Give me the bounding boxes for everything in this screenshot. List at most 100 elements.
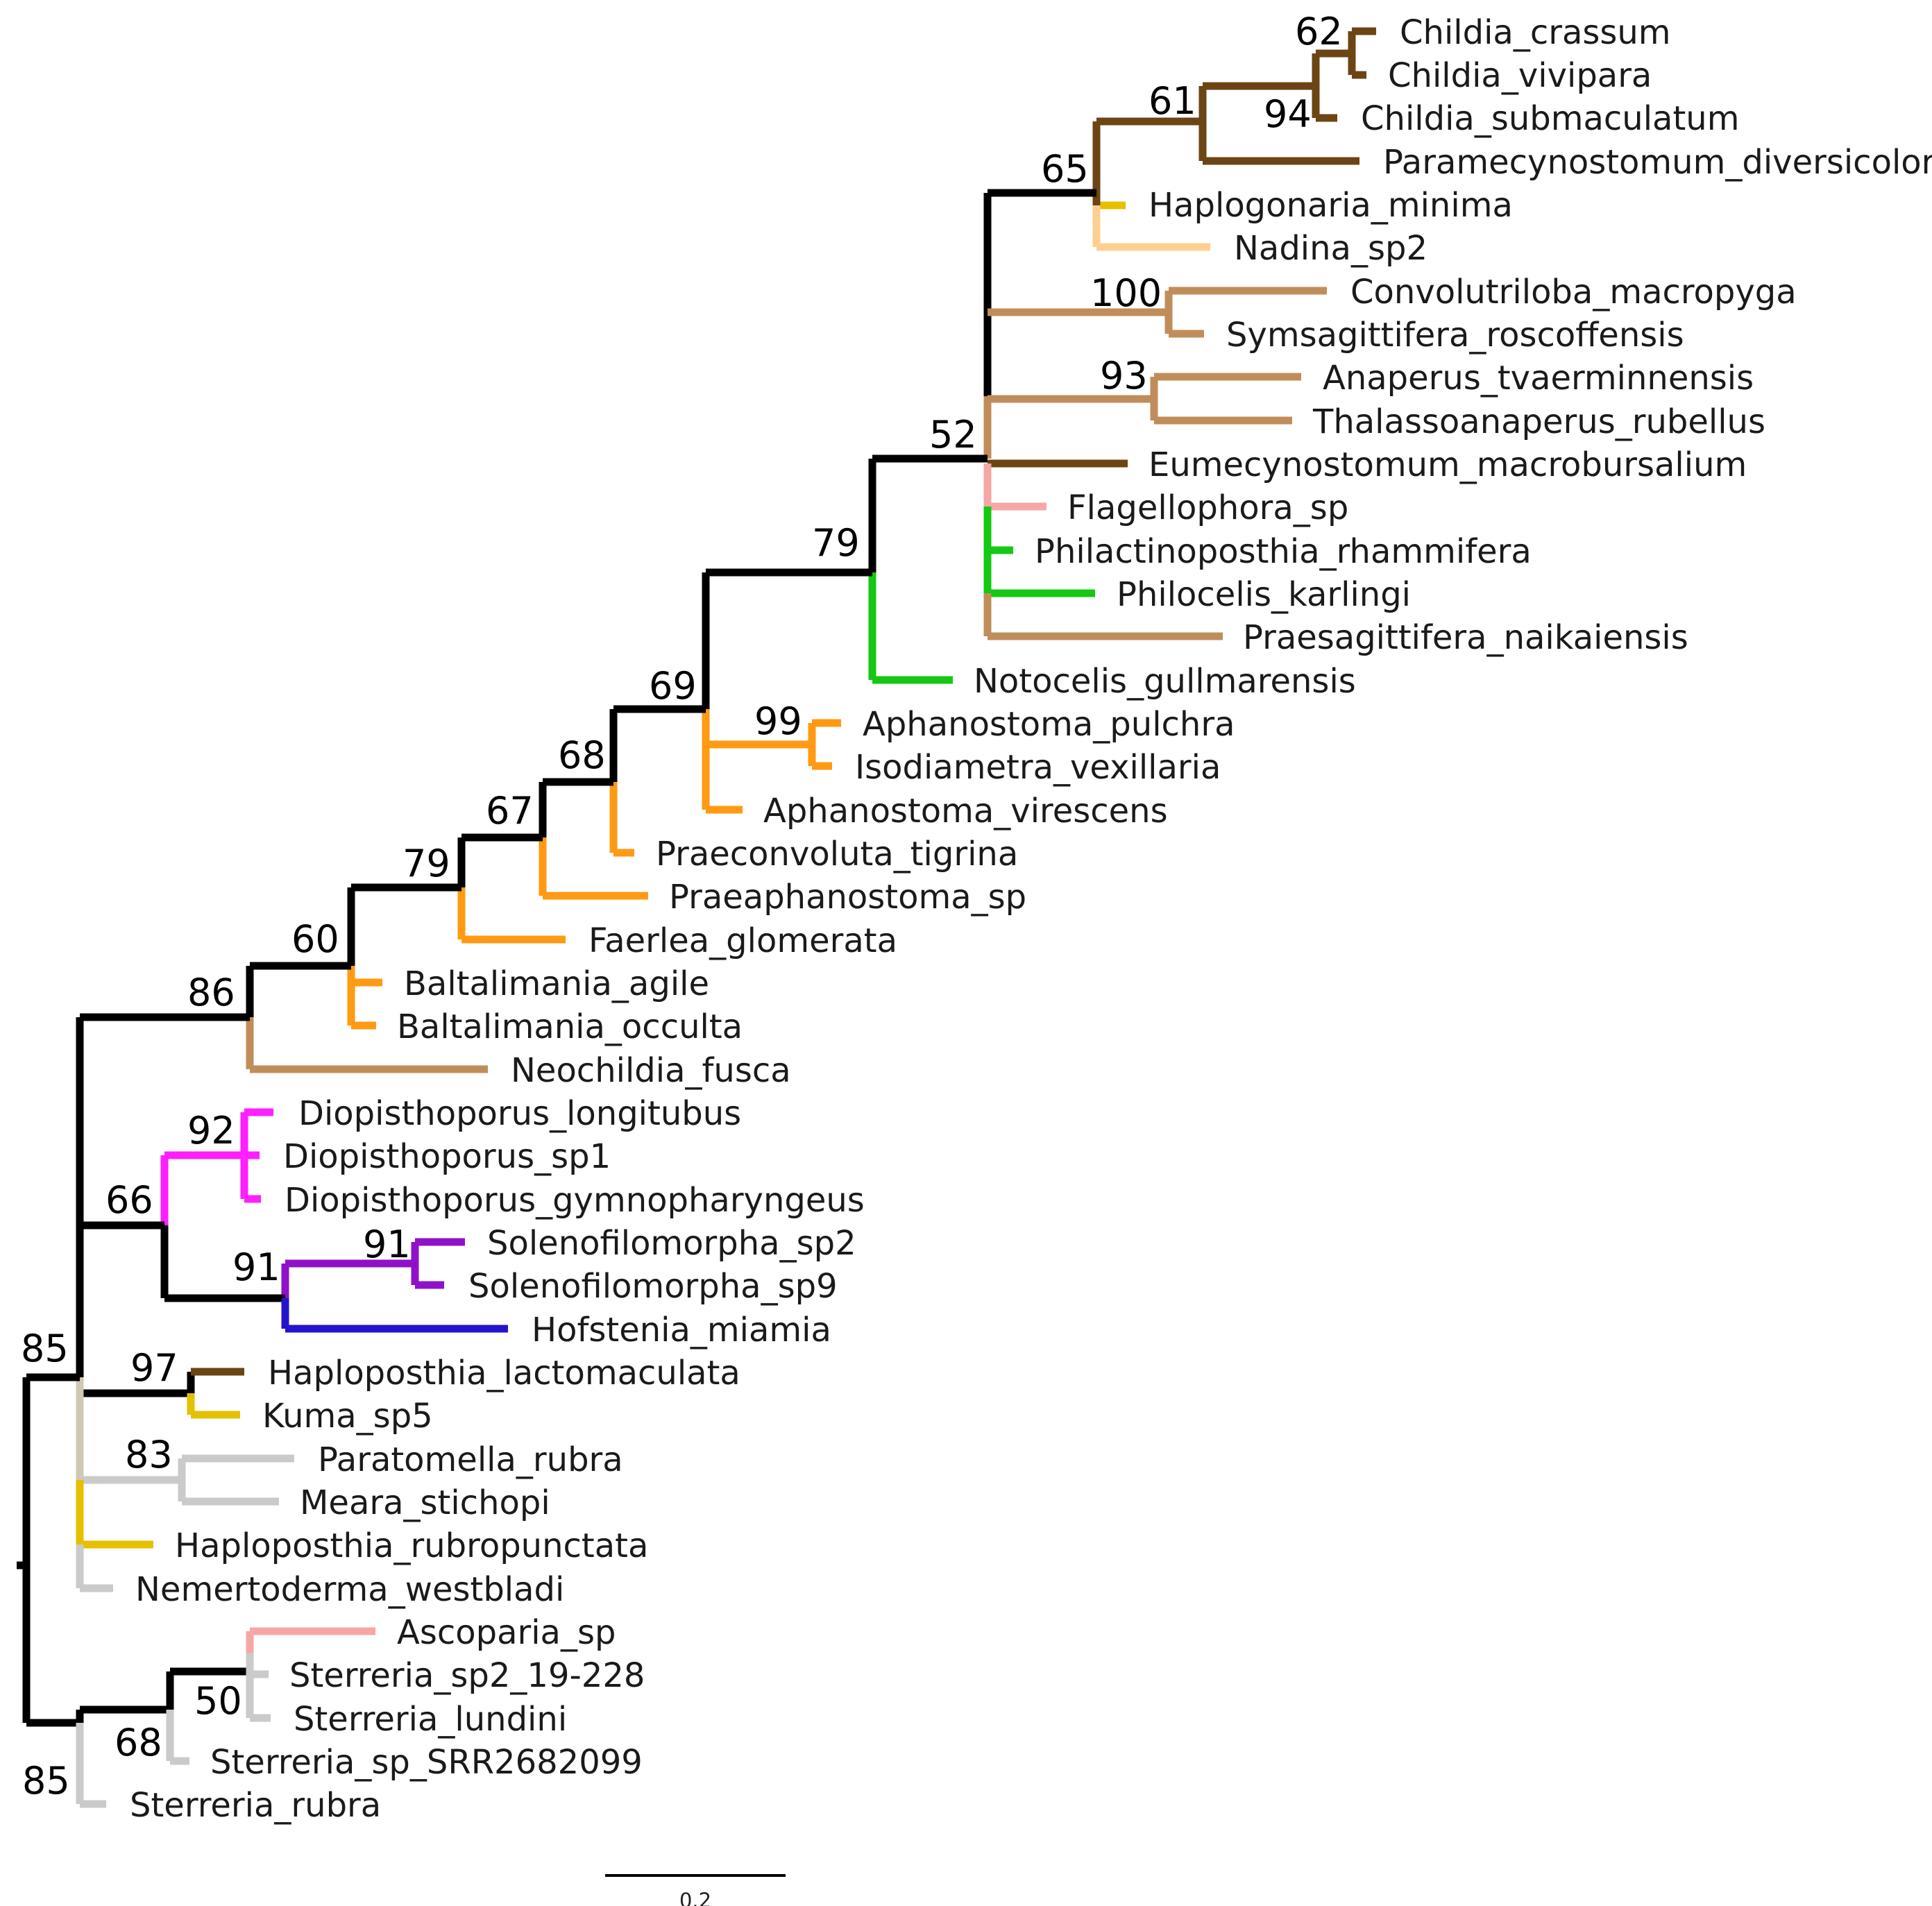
taxon-label: Haploposthia_lactomaculata: [268, 1354, 740, 1393]
clade-50-stem-branch: [170, 1653, 254, 1676]
support-value: 93: [1100, 354, 1148, 398]
taxon-label: Praeaphanostoma_sp: [669, 878, 1026, 917]
clade-67-stem-branch: [539, 778, 613, 837]
taxon-label: Neochildia_fusca: [511, 1051, 791, 1090]
clade-85-ingroup-stem-branch: [76, 1013, 250, 1225]
support-value: 79: [812, 521, 860, 565]
taxon-label: Isodiametra_vexillaria: [855, 748, 1221, 787]
branch-haploposthia-rubro-branch: [76, 1480, 153, 1549]
taxon-label: Diopisthoporus_sp1: [283, 1137, 611, 1176]
clade-solenofilomorpha-branch: [285, 1238, 465, 1289]
taxon-label: Haploposthia_rubropunctata: [175, 1526, 648, 1565]
branch-hofstenia-branch: [281, 1298, 508, 1333]
clade-69-stem-branch: [702, 568, 872, 709]
support-value: 92: [187, 1109, 235, 1152]
taxon-label: Nadina_sp2: [1234, 229, 1427, 268]
taxon-label: Solenofilomorpha_sp2: [487, 1224, 856, 1263]
support-value: 52: [929, 413, 977, 457]
taxon-label: Notocelis_gullmarensis: [974, 662, 1356, 701]
taxon-label: Ascoparia_sp: [397, 1613, 616, 1652]
scale-bar: 0.2: [605, 1874, 786, 1906]
clade-79b-stem-branch: [457, 833, 543, 887]
clade-convolutriloba-branch: [988, 287, 1327, 338]
support-value: 97: [130, 1346, 178, 1390]
polytomy-52-spine-green-branch: [983, 507, 1095, 597]
taxon-label: Baltalimania_occulta: [397, 1007, 743, 1046]
support-value: 86: [187, 971, 235, 1014]
taxon-label: Symsagittifera_roscoffensis: [1226, 316, 1684, 355]
clade-86-stem-branch: [246, 962, 351, 1017]
polytomy-52-spine-tan-branch: [983, 593, 1223, 640]
taxon-label: Sterreria_sp_SRR2682099: [210, 1743, 643, 1782]
taxon-label: Meara_stichopi: [300, 1483, 550, 1522]
branch-nemertoderma-branch: [76, 1545, 113, 1592]
taxon-label: Haplogonaria_minima: [1149, 186, 1513, 225]
taxon-label: Sterreria_rubra: [130, 1786, 381, 1825]
root-node-85-branch: [17, 1373, 80, 1723]
taxon-label: Baltalimania_agile: [404, 964, 709, 1003]
taxon-label: Childia_submaculatum: [1361, 99, 1739, 138]
support-value: 68: [558, 733, 606, 777]
clade-85b-stem-branch: [26, 1710, 84, 1727]
taxon-label: Paramecynostomum_diversicolor: [1383, 143, 1932, 182]
clade-79-stem-branch: [868, 454, 988, 572]
support-value: 85: [21, 1327, 69, 1370]
support-value: 66: [105, 1178, 153, 1222]
taxon-label: Philocelis_karlingi: [1117, 575, 1411, 614]
clade-childia-branch: [1312, 49, 1352, 122]
clade-haploposthia-kuma-lower-branch: [187, 1393, 240, 1419]
taxon-label: Flagellophora_sp: [1067, 488, 1348, 527]
branch-faerlea-branch: [457, 887, 566, 944]
branch-praeaphanostoma-branch: [539, 837, 648, 900]
taxon-label: Aphanostoma_pulchra: [863, 705, 1235, 744]
support-value: 91: [232, 1245, 280, 1289]
clade-50-sterreria-branch: [246, 1653, 271, 1722]
support-value: 83: [125, 1433, 173, 1477]
clade-69-branch: [702, 709, 812, 814]
branch-praeconvoluta-branch: [609, 782, 634, 857]
branch-neochildia-branch: [246, 1017, 488, 1073]
taxon-label: Childia_crassum: [1400, 13, 1671, 52]
taxon-label: Diopisthoporus_longitubus: [298, 1094, 741, 1133]
tree-branches: [17, 27, 1376, 1808]
support-value: 68: [115, 1721, 162, 1764]
branch-notocelis-branch: [868, 572, 953, 684]
branch-sterreria-rubra-branch: [76, 1723, 106, 1808]
clade-paratomella-meara-branch: [80, 1454, 294, 1506]
support-value: 62: [1295, 10, 1343, 53]
taxon-label: Praesagittifera_naikaiensis: [1243, 618, 1688, 657]
support-value: 60: [291, 917, 339, 961]
taxon-labels: Childia_crassum Childia_vivipara Childia…: [130, 13, 1932, 1825]
clade-anaperus-branch: [988, 373, 1301, 425]
support-value: 91: [363, 1223, 411, 1266]
support-values: 62 94 61 65 100 93 52 79 99 69 68 67 79 …: [21, 10, 1343, 1803]
support-value: 61: [1149, 79, 1196, 123]
support-value: 50: [194, 1679, 242, 1723]
clade-baltalimania-branch: [347, 966, 382, 1030]
taxon-label: Philactinoposthia_rhammifera: [1035, 532, 1532, 571]
clade-aphanostoma-isodiametra-branch: [808, 719, 841, 770]
clade-52-stem-branch: [983, 189, 1096, 459]
branch-ascoparia-branch: [246, 1627, 375, 1653]
taxon-label: Aphanostoma_virescens: [763, 792, 1168, 831]
clade-66-stem-branch: [80, 1221, 169, 1298]
support-value: 79: [402, 842, 450, 885]
clade-childia-crassum-vivipara-branch: [1348, 27, 1376, 79]
support-value: 99: [754, 699, 802, 743]
taxon-label: Kuma_sp5: [262, 1397, 433, 1436]
taxon-label: Eumecynostomum_macrobursalium: [1149, 445, 1747, 484]
taxon-label: Convolutriloba_macropyga: [1350, 273, 1797, 312]
clade-diopisthoporus-branch: [160, 1108, 273, 1225]
taxon-label: Hofstenia_miamia: [532, 1311, 831, 1350]
support-value: 100: [1090, 271, 1162, 315]
support-value: 85: [22, 1759, 70, 1803]
taxon-label: Sterreria_lundini: [294, 1700, 567, 1739]
clade-68-stem-branch: [609, 705, 706, 782]
taxon-label: Praeconvoluta_tigrina: [656, 835, 1018, 874]
taxon-label: Thalassoanaperus_rubellus: [1312, 402, 1765, 441]
support-value: 69: [649, 664, 697, 708]
scale-bar-label: 0.2: [679, 1889, 711, 1906]
taxon-label: Nemertoderma_westbladi: [135, 1570, 564, 1609]
support-value: 67: [486, 789, 534, 833]
